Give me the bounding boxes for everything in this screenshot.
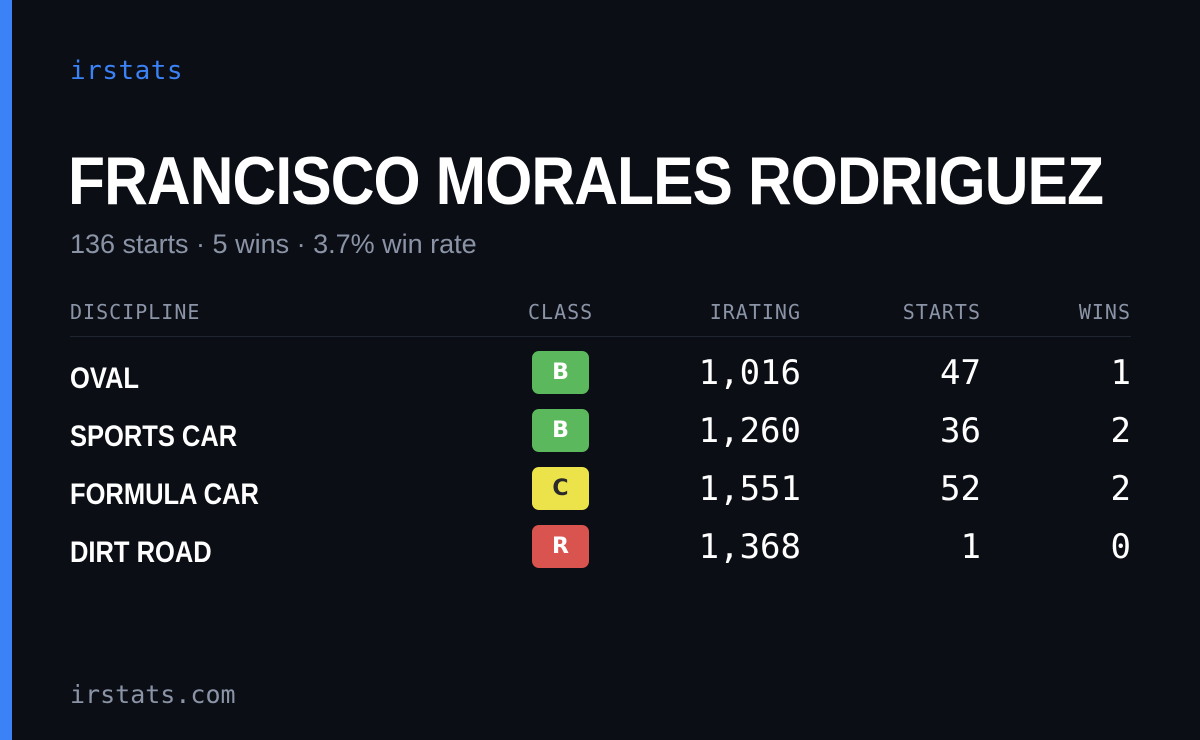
discipline-name: DIRT ROAD [70,536,212,569]
header-irating: IRATING [709,300,801,324]
starts-value: 47 [940,353,981,393]
header-class: CLASS [528,300,594,324]
starts-value: 52 [940,469,981,509]
stats-table: DISCIPLINE CLASS IRATING STARTS WINS OVA… [70,296,1131,569]
class-badge: R [532,525,589,568]
class-badge: B [532,351,589,394]
class-badge: B [532,409,589,452]
table-row: OVAL B 1,016 47 1 [70,337,1131,395]
discipline-name: FORMULA CAR [70,478,259,511]
wins-value: 1 [1110,353,1131,393]
irating-value: 1,551 [698,469,801,509]
header-starts: STARTS [902,300,981,324]
table-row: DIRT ROAD R 1,368 1 0 [70,511,1131,569]
irating-value: 1,368 [698,527,801,567]
starts-value: 36 [940,411,981,451]
starts-value: 1 [960,527,981,567]
brand-logo: irstats [70,56,184,86]
driver-summary: 136 starts · 5 wins · 3.7% win rate [70,229,477,259]
driver-name: FRANCISCO MORALES RODRIGUEZ [68,143,1104,219]
class-badge: C [532,467,589,510]
irating-value: 1,016 [698,353,801,393]
header-wins: WINS [1078,300,1131,324]
irating-value: 1,260 [698,411,801,451]
wins-value: 2 [1110,469,1131,509]
footer-url: irstats.com [70,680,236,709]
discipline-name: OVAL [70,362,139,395]
table-row: FORMULA CAR C 1,551 52 2 [70,453,1131,511]
wins-value: 2 [1110,411,1131,451]
discipline-name: SPORTS CAR [70,420,238,453]
table-header: DISCIPLINE CLASS IRATING STARTS WINS [70,296,1131,337]
header-discipline: DISCIPLINE [70,300,201,324]
table-row: SPORTS CAR B 1,260 36 2 [70,395,1131,453]
wins-value: 0 [1110,527,1131,567]
accent-bar [0,0,12,740]
